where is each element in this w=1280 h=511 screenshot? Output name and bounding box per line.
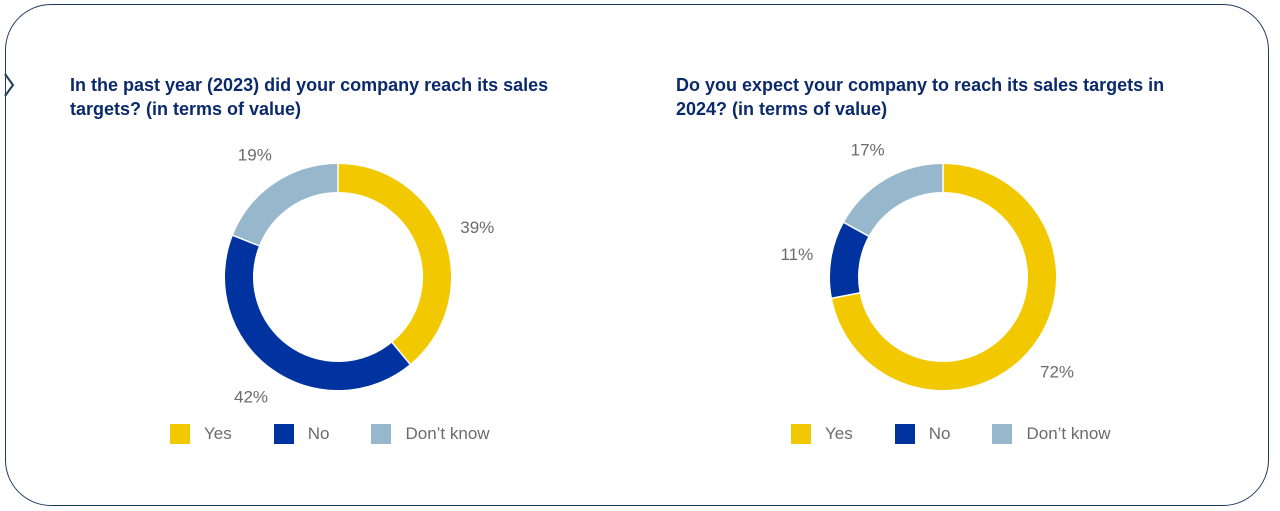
chevron-right-icon[interactable]	[2, 72, 16, 98]
slice-separator	[830, 292, 861, 300]
legend-item-no: No	[273, 424, 330, 444]
data-label-dont-know: 17%	[851, 141, 885, 160]
legend-item-yes: Yes	[791, 424, 853, 444]
chart-title: Do you expect your company to reach its …	[676, 75, 1165, 119]
slice-dont-know	[232, 164, 339, 247]
legend-item-no: No	[894, 424, 951, 444]
slice-no	[830, 222, 869, 299]
chart-legend: Yes No Don’t know	[170, 422, 532, 446]
slice-dont-know	[843, 164, 944, 237]
slice-no	[225, 235, 411, 390]
legend-swatch-dont-know	[371, 424, 392, 444]
donut-chart-2024: 72% 11% 17%	[780, 141, 1074, 390]
chart-panel-2024: Do you expect your company to reach its …	[606, 0, 1246, 511]
slice-yes	[832, 164, 1056, 390]
data-label-no: 11%	[780, 245, 813, 264]
slice-separator	[842, 221, 870, 238]
chart-panel-2023: In the past year (2023) did your company…	[70, 75, 549, 446]
legend-label-yes: Yes	[825, 424, 853, 443]
slice-yes	[337, 164, 451, 365]
chart-title: In the past year (2023) did your company…	[70, 75, 549, 119]
chart-legend: Yes No Don’t know	[791, 422, 1153, 446]
legend-label-dont-know: Don’t know	[1026, 424, 1111, 443]
data-label-yes: 39%	[460, 218, 494, 237]
legend-item-dont-know: Don’t know	[992, 424, 1111, 444]
legend-label-yes: Yes	[204, 424, 232, 443]
card-frame	[5, 4, 1269, 506]
slice-separator	[390, 341, 412, 366]
legend-swatch-dont-know	[992, 424, 1013, 444]
data-label-dont-know: 19%	[238, 146, 272, 165]
legend-label-no: No	[307, 424, 330, 443]
legend-swatch-no	[273, 424, 294, 444]
slice-separator	[231, 234, 261, 247]
donut-chart-2023: 39% 42% 19%	[225, 146, 494, 407]
legend-swatch-no	[894, 424, 915, 444]
legend-swatch-yes	[170, 424, 190, 444]
data-label-no: 42%	[234, 388, 268, 407]
legend-swatch-yes	[791, 424, 811, 444]
legend-label-dont-know: Don’t know	[405, 424, 490, 443]
legend-label-no: No	[928, 424, 951, 443]
legend-item-dont-know: Don’t know	[371, 424, 490, 444]
legend-item-yes: Yes	[170, 424, 232, 444]
data-label-yes: 72%	[1040, 362, 1074, 381]
